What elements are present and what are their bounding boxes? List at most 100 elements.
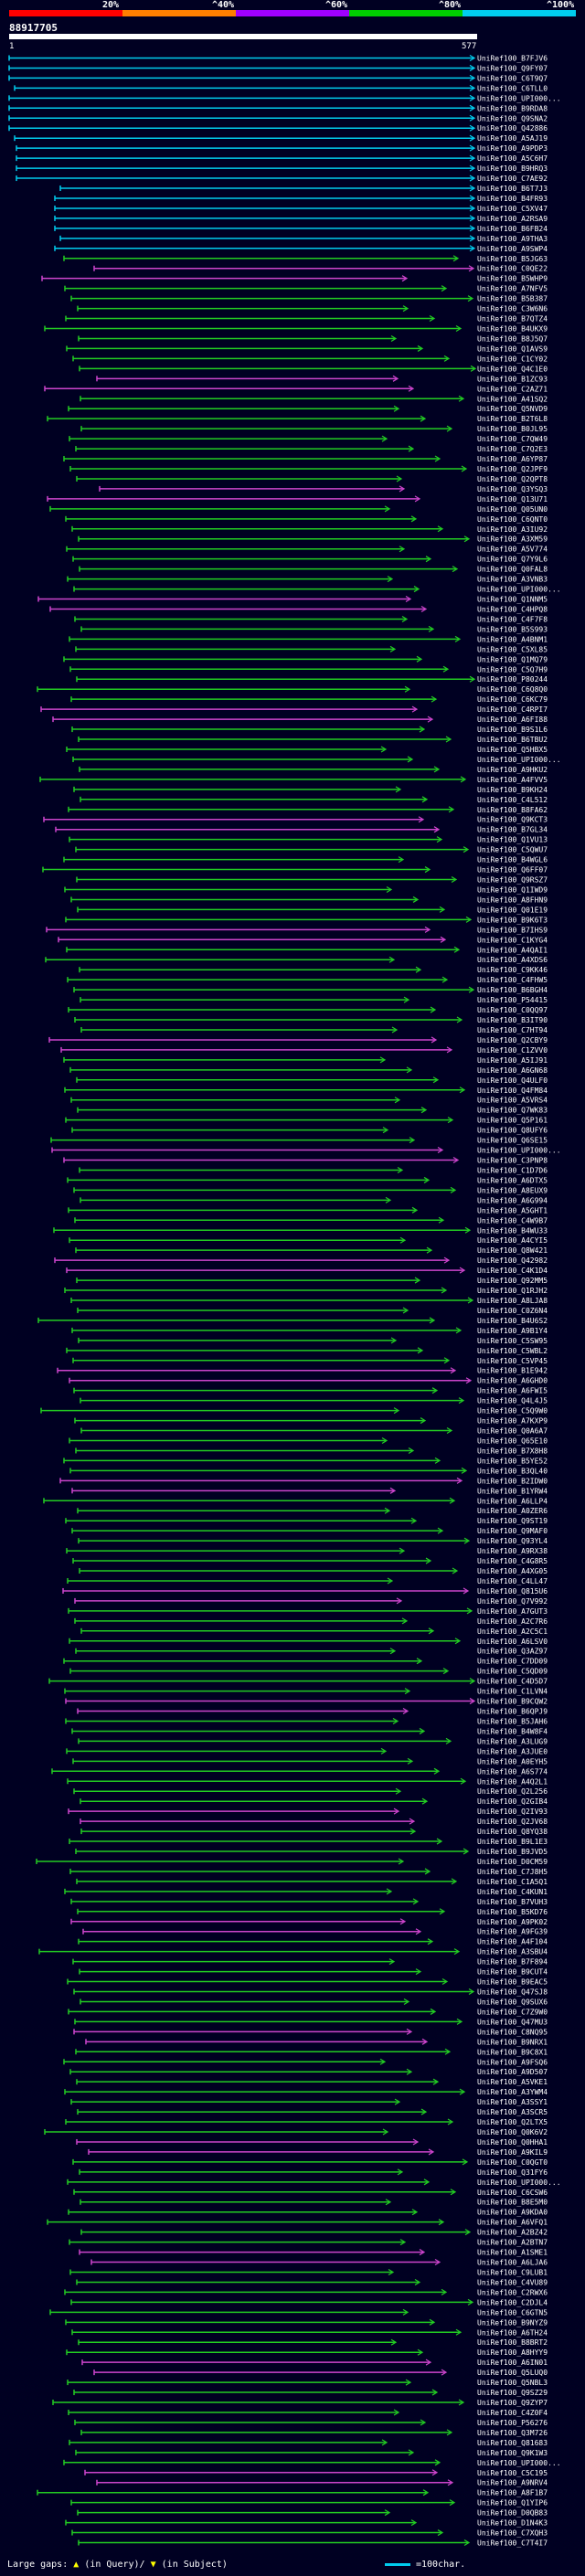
hit-label[interactable]: UniRef100_B5JAH6	[477, 1717, 548, 1725]
hit-label[interactable]: UniRef100_C4LL47	[477, 1577, 548, 1585]
hit-label[interactable]: UniRef100_A6LSV0	[477, 1638, 548, 1646]
hit-label[interactable]: UniRef100_Q2JPF9	[477, 465, 548, 473]
hit-label[interactable]: UniRef100_A3XM59	[477, 535, 548, 544]
hit-label[interactable]: UniRef100_C5QWU7	[477, 846, 548, 854]
hit-label[interactable]: UniRef100_Q1VU13	[477, 836, 548, 844]
hit-label[interactable]: UniRef100_A6YP87	[477, 455, 548, 463]
hit-label[interactable]: UniRef100_A3SCR5	[477, 2108, 548, 2116]
hit-label[interactable]: UniRef100_B8BRT2	[477, 2338, 548, 2347]
hit-label[interactable]: UniRef100_A6G994	[477, 1196, 548, 1204]
hit-label[interactable]: UniRef100_A9RX38	[477, 1547, 548, 1555]
hit-label[interactable]: UniRef100_B1E942	[477, 1367, 548, 1375]
hit-label[interactable]: UniRef100_B7IHS9	[477, 926, 548, 934]
hit-label[interactable]: UniRef100_C9KK46	[477, 966, 548, 974]
hit-label[interactable]: UniRef100_Q0HHA1	[477, 2138, 548, 2147]
hit-label[interactable]: UniRef100_A5VKE1	[477, 2078, 548, 2086]
hit-label[interactable]: UniRef100_C3PNP8	[477, 1157, 548, 1165]
hit-label[interactable]: UniRef100_C6Q8Q0	[477, 685, 548, 694]
hit-label[interactable]: UniRef100_Q7WK83	[477, 1107, 548, 1115]
hit-label[interactable]: UniRef100_C4HPQ8	[477, 605, 548, 613]
hit-label[interactable]: UniRef100_Q31FY6	[477, 2168, 548, 2177]
hit-label[interactable]: UniRef100_B6T7J3	[477, 185, 548, 193]
hit-label[interactable]: UniRef100_Q3AZ97	[477, 1648, 548, 1656]
hit-label[interactable]: UniRef100_Q3M726	[477, 2429, 548, 2437]
hit-label[interactable]: UniRef100_A8HYY9	[477, 2348, 548, 2357]
hit-label[interactable]: UniRef100_Q7Y9L6	[477, 556, 548, 564]
hit-label[interactable]: UniRef100_B4WU33	[477, 1226, 548, 1235]
hit-label[interactable]: UniRef100_Q815U6	[477, 1587, 548, 1595]
hit-label[interactable]: UniRef100_A7KXP9	[477, 1417, 548, 1426]
hit-label[interactable]: UniRef100_B9CUT4	[477, 1968, 548, 1977]
hit-label[interactable]: UniRef100_Q47MU3	[477, 2018, 548, 2026]
hit-label[interactable]: UniRef100_A9HKU2	[477, 766, 548, 774]
hit-label[interactable]: UniRef100_A6GHD0	[477, 1377, 548, 1385]
hit-label[interactable]: UniRef100_D1N4K3	[477, 2519, 548, 2528]
hit-label[interactable]: UniRef100_B8J5Q7	[477, 334, 548, 343]
hit-label[interactable]: UniRef100_B8FA62	[477, 806, 548, 814]
hit-label[interactable]: UniRef100_C7XQH3	[477, 2529, 548, 2538]
hit-label[interactable]: UniRef100_C4W9B7	[477, 1216, 548, 1224]
hit-label[interactable]: UniRef100_Q4L4J5	[477, 1397, 548, 1405]
hit-label[interactable]: UniRef100_B5YE52	[477, 1457, 548, 1465]
hit-label[interactable]: UniRef100_B5WHP9	[477, 275, 548, 283]
hit-label[interactable]: UniRef100_A9B1Y4	[477, 1327, 548, 1335]
hit-label[interactable]: UniRef100_Q1MQ79	[477, 655, 548, 663]
hit-label[interactable]: UniRef100_Q13U71	[477, 495, 548, 504]
hit-label[interactable]: UniRef100_C5C195	[477, 2469, 548, 2477]
hit-label[interactable]: UniRef100_Q0K6V2	[477, 2128, 548, 2136]
hit-label[interactable]: UniRef100_B6TBU2	[477, 736, 548, 744]
hit-label[interactable]: UniRef100_C0Z6N4	[477, 1307, 548, 1315]
hit-label[interactable]: UniRef100_A5IJ91	[477, 1056, 548, 1065]
hit-label[interactable]: UniRef100_A8F1B7	[477, 2489, 548, 2497]
hit-label[interactable]: UniRef100_C4RPI7	[477, 705, 548, 714]
hit-label[interactable]: UniRef100_C5WBL2	[477, 1347, 548, 1355]
hit-label[interactable]: UniRef100_C4KUN1	[477, 1888, 548, 1896]
hit-label[interactable]: UniRef100_B9KH24	[477, 786, 548, 794]
hit-label[interactable]: UniRef100_C6CSW6	[477, 2189, 548, 2197]
hit-label[interactable]: UniRef100_Q9KCT3	[477, 816, 548, 824]
hit-label[interactable]: UniRef100_C7Z9W0	[477, 2008, 548, 2016]
hit-label[interactable]: UniRef100_UPI000...	[477, 756, 561, 764]
hit-label[interactable]: UniRef100_A9FG39	[477, 1928, 548, 1936]
hit-label[interactable]: UniRef100_Q42982	[477, 1256, 548, 1265]
hit-label[interactable]: UniRef100_Q5P161	[477, 1117, 548, 1125]
hit-label[interactable]: UniRef100_C1D7D6	[477, 1166, 548, 1174]
hit-label[interactable]: UniRef100_C4VU89	[477, 2278, 548, 2286]
hit-label[interactable]: UniRef100_C4F7F8	[477, 615, 548, 623]
hit-label[interactable]: UniRef100_C5Q9W0	[477, 1407, 548, 1415]
hit-label[interactable]: UniRef100_A6VFQ1	[477, 2219, 548, 2227]
hit-label[interactable]: UniRef100_UPI000...	[477, 1147, 561, 1155]
hit-label[interactable]: UniRef100_A9KIL9	[477, 2148, 548, 2157]
hit-label[interactable]: UniRef100_C7HT94	[477, 1026, 548, 1034]
hit-label[interactable]: UniRef100_B9NYZ9	[477, 2318, 548, 2327]
hit-label[interactable]: UniRef100_Q9MAF0	[477, 1527, 548, 1535]
hit-label[interactable]: UniRef100_A5AJ19	[477, 134, 548, 143]
hit-label[interactable]: UniRef100_Q93YL4	[477, 1537, 548, 1545]
hit-label[interactable]: UniRef100_Q05UN0	[477, 505, 548, 514]
hit-label[interactable]: UniRef100_Q9SZ29	[477, 2389, 548, 2397]
hit-label[interactable]: UniRef100_UPI000...	[477, 94, 561, 102]
hit-label[interactable]: UniRef100_B4WGL6	[477, 856, 548, 864]
hit-label[interactable]: UniRef100_Q5HBX5	[477, 746, 548, 754]
hit-label[interactable]: UniRef100_B9CQW2	[477, 1698, 548, 1706]
hit-label[interactable]: UniRef100_A3JUE0	[477, 1747, 548, 1755]
hit-label[interactable]: UniRef100_A9PDP3	[477, 144, 548, 153]
hit-label[interactable]: UniRef100_A4FVV5	[477, 776, 548, 784]
hit-label[interactable]: UniRef100_Q0A6A7	[477, 1427, 548, 1436]
hit-label[interactable]: UniRef100_C0QE22	[477, 265, 548, 273]
hit-label[interactable]: UniRef100_C6KC79	[477, 695, 548, 704]
hit-label[interactable]: UniRef100_A5GHT1	[477, 1206, 548, 1214]
hit-label[interactable]: UniRef100_A5V774	[477, 546, 548, 554]
hit-label[interactable]: UniRef100_C6QNT0	[477, 515, 548, 524]
hit-label[interactable]: UniRef100_B6BGH4	[477, 986, 548, 994]
hit-label[interactable]: UniRef100_C4FHW5	[477, 976, 548, 984]
hit-label[interactable]: UniRef100_C7AE92	[477, 175, 548, 183]
hit-label[interactable]: UniRef100_Q9SUX6	[477, 1998, 548, 2006]
hit-label[interactable]: UniRef100_Q2CBY9	[477, 1036, 548, 1044]
hit-label[interactable]: UniRef100_P80244	[477, 675, 548, 684]
hit-label[interactable]: UniRef100_B7QTZ4	[477, 315, 548, 323]
hit-label[interactable]: UniRef100_C7J8H5	[477, 1868, 548, 1876]
hit-label[interactable]: UniRef100_C4G8R5	[477, 1557, 548, 1565]
hit-label[interactable]: UniRef100_Q8YQ38	[477, 1828, 548, 1836]
hit-label[interactable]: UniRef100_A6IN01	[477, 2359, 548, 2367]
